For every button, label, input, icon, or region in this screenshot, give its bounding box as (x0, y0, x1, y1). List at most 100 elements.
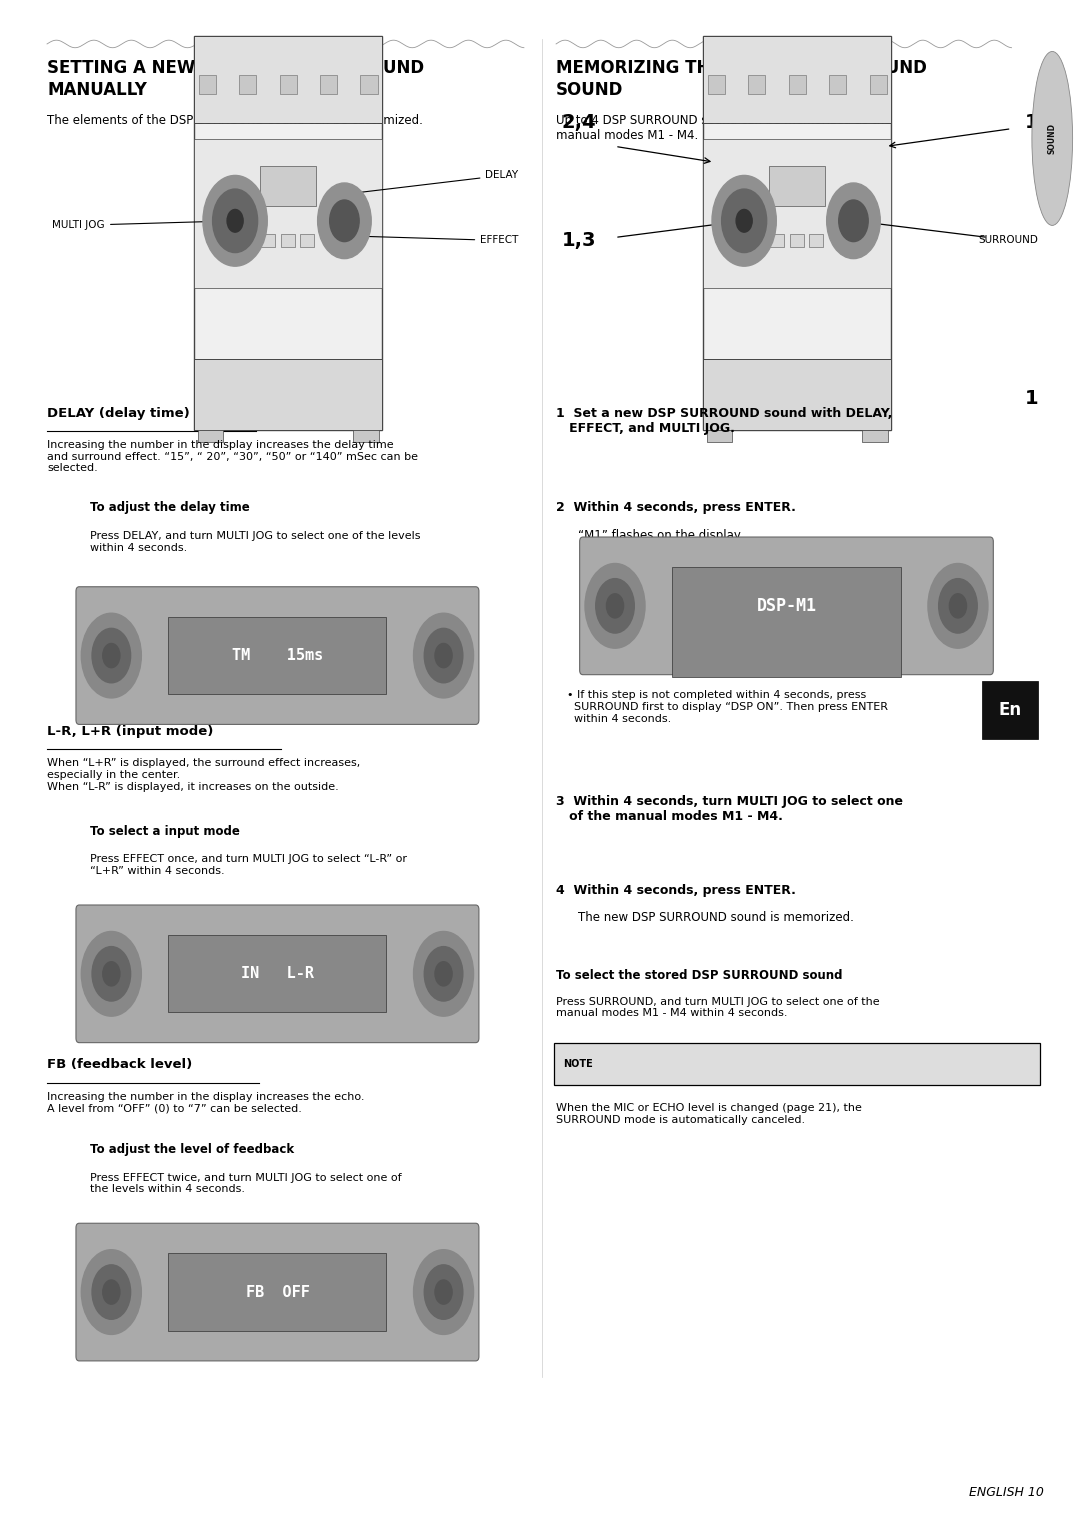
Text: IN   L-R: IN L-R (241, 966, 314, 981)
Text: Up to 4 DSP SURROUND sound can be memorized as the
manual modes M1 - M4.: Up to 4 DSP SURROUND sound can be memori… (556, 114, 891, 141)
Circle shape (414, 931, 473, 1016)
Circle shape (712, 175, 777, 266)
FancyBboxPatch shape (194, 37, 382, 429)
FancyBboxPatch shape (76, 1223, 478, 1361)
Text: To select the stored DSP SURROUND sound: To select the stored DSP SURROUND sound (556, 969, 842, 983)
Circle shape (737, 210, 752, 233)
FancyBboxPatch shape (829, 75, 847, 94)
FancyBboxPatch shape (703, 37, 891, 429)
FancyBboxPatch shape (809, 234, 823, 246)
Circle shape (329, 199, 360, 242)
Circle shape (203, 175, 267, 266)
FancyBboxPatch shape (788, 75, 806, 94)
Text: MULTI JOG: MULTI JOG (53, 219, 231, 230)
Circle shape (435, 643, 453, 668)
Text: 1: 1 (1025, 113, 1038, 132)
Text: When the MIC or ECHO level is changed (page 21), the
SURROUND mode is automatica: When the MIC or ECHO level is changed (p… (556, 1103, 862, 1124)
Text: Press DELAY, and turn MULTI JOG to select one of the levels
within 4 seconds.: Press DELAY, and turn MULTI JOG to selec… (90, 531, 420, 552)
Text: • If this step is not completed within 4 seconds, press
  SURROUND first to disp: • If this step is not completed within 4… (567, 691, 888, 724)
Text: TM    15ms: TM 15ms (232, 648, 323, 663)
Text: SETTING A NEW DSP SURROUND SOUND
MANUALLY: SETTING A NEW DSP SURROUND SOUND MANUALL… (48, 59, 424, 99)
Circle shape (424, 628, 463, 683)
Text: L-R ↔ L+R: L-R ↔ L+R (240, 910, 294, 919)
Text: 2  Within 4 seconds, press ENTER.: 2 Within 4 seconds, press ENTER. (556, 502, 796, 514)
FancyBboxPatch shape (198, 429, 224, 441)
FancyBboxPatch shape (168, 1253, 387, 1331)
FancyBboxPatch shape (770, 234, 784, 246)
Text: When “L+R” is displayed, the surround effect increases,
especially in the center: When “L+R” is displayed, the surround ef… (48, 759, 361, 791)
Circle shape (92, 946, 131, 1001)
Text: En: En (998, 701, 1022, 719)
Circle shape (928, 563, 988, 648)
Circle shape (939, 578, 977, 633)
FancyBboxPatch shape (320, 75, 337, 94)
FancyBboxPatch shape (869, 75, 887, 94)
Text: “M1” flashes on the display.: “M1” flashes on the display. (578, 529, 743, 543)
Text: 4  Within 4 seconds, press ENTER.: 4 Within 4 seconds, press ENTER. (556, 884, 796, 897)
Text: Increasing the number in the display increases the delay time
and surround effec: Increasing the number in the display inc… (48, 440, 418, 473)
Text: Press EFFECT once, and turn MULTI JOG to select “L-R” or
“L+R” within 4 seconds.: Press EFFECT once, and turn MULTI JOG to… (90, 855, 407, 876)
Text: Press SURROUND, and turn MULTI JOG to select one of the
manual modes M1 - M4 wit: Press SURROUND, and turn MULTI JOG to se… (556, 996, 880, 1018)
Text: DELAY (delay time): DELAY (delay time) (48, 408, 190, 420)
Circle shape (81, 613, 141, 698)
Text: 1  Set a new DSP SURROUND sound with DELAY,
   EFFECT, and MULTI JOG.: 1 Set a new DSP SURROUND sound with DELA… (556, 408, 892, 435)
Circle shape (721, 189, 767, 252)
FancyBboxPatch shape (982, 681, 1038, 739)
Circle shape (414, 1250, 473, 1334)
Text: FB  OFF: FB OFF (245, 1285, 309, 1299)
FancyBboxPatch shape (673, 567, 901, 677)
FancyBboxPatch shape (239, 75, 256, 94)
FancyBboxPatch shape (703, 138, 891, 287)
Text: 3  Within 4 seconds, turn MULTI JOG to select one
   of the manual modes M1 - M4: 3 Within 4 seconds, turn MULTI JOG to se… (556, 795, 903, 823)
Text: EFFECT: EFFECT (354, 234, 518, 245)
Text: DELAY: DELAY (354, 170, 518, 195)
Circle shape (424, 1265, 463, 1319)
FancyBboxPatch shape (769, 166, 825, 205)
Text: The elements of the DSP SURROUND sound can be customized.: The elements of the DSP SURROUND sound c… (48, 114, 423, 126)
Text: DSP-M1: DSP-M1 (756, 596, 816, 614)
Text: To adjust the level of feedback: To adjust the level of feedback (90, 1142, 294, 1156)
Text: FB OFF ↔ 1 ↔ 2 → ------6 ↔ 7: FB OFF ↔ 1 ↔ 2 → ------6 ↔ 7 (198, 1227, 336, 1238)
Text: 15↔20↔30↔50↔140: 15↔20↔30↔50↔140 (213, 592, 321, 601)
FancyBboxPatch shape (168, 935, 387, 1013)
FancyBboxPatch shape (281, 234, 295, 246)
Text: 1: 1 (1025, 388, 1038, 408)
Circle shape (424, 946, 463, 1001)
Circle shape (81, 1250, 141, 1334)
Circle shape (585, 563, 645, 648)
Circle shape (81, 931, 141, 1016)
Text: L-R, L+R (input mode): L-R, L+R (input mode) (48, 726, 214, 738)
FancyBboxPatch shape (580, 537, 994, 675)
FancyBboxPatch shape (194, 37, 382, 123)
Ellipse shape (1031, 52, 1072, 225)
FancyBboxPatch shape (199, 75, 216, 94)
Text: Increasing the number in the display increases the echo.
A level from “OFF” (0) : Increasing the number in the display inc… (48, 1092, 365, 1113)
Text: 2,4: 2,4 (562, 113, 596, 132)
FancyBboxPatch shape (300, 234, 314, 246)
Circle shape (227, 210, 243, 233)
FancyBboxPatch shape (76, 905, 478, 1043)
Text: To adjust the delay time: To adjust the delay time (90, 502, 249, 514)
FancyBboxPatch shape (261, 234, 275, 246)
FancyBboxPatch shape (703, 37, 891, 123)
Circle shape (435, 961, 453, 986)
FancyBboxPatch shape (707, 75, 725, 94)
Circle shape (92, 1265, 131, 1319)
FancyBboxPatch shape (194, 359, 382, 429)
Text: ENGLISH 10: ENGLISH 10 (969, 1486, 1043, 1500)
FancyBboxPatch shape (706, 429, 732, 441)
Text: 1,3: 1,3 (562, 231, 596, 249)
Text: The new DSP SURROUND sound is memorized.: The new DSP SURROUND sound is memorized. (578, 911, 853, 925)
Circle shape (435, 1281, 453, 1303)
FancyBboxPatch shape (862, 429, 888, 441)
Text: To select a input mode: To select a input mode (90, 824, 240, 838)
Circle shape (839, 199, 868, 242)
Circle shape (826, 183, 880, 259)
Circle shape (103, 643, 120, 668)
FancyBboxPatch shape (76, 587, 478, 724)
Circle shape (949, 593, 967, 618)
FancyBboxPatch shape (748, 75, 766, 94)
Circle shape (103, 1281, 120, 1303)
Text: SURROUND: SURROUND (978, 236, 1038, 245)
Circle shape (596, 578, 634, 633)
